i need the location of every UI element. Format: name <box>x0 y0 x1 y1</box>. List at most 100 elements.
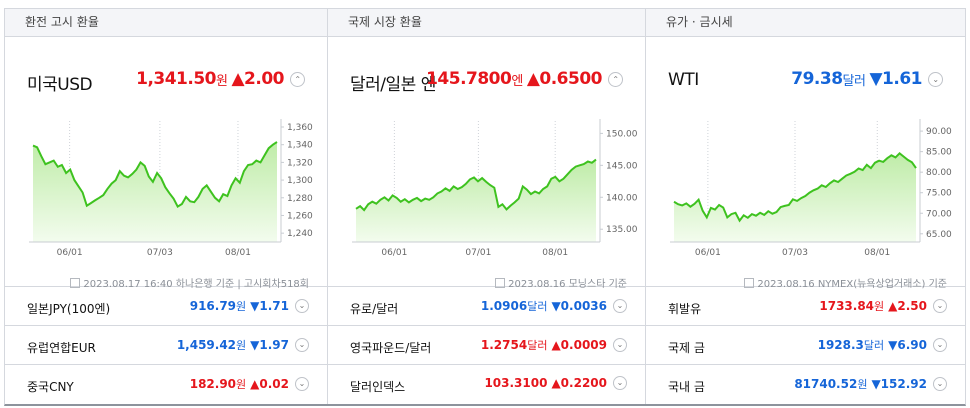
unit-text: 원 <box>874 300 885 313</box>
rate-value: 916.79 원 ▼1.71 ⌄ <box>190 298 309 314</box>
value-text: 81740.52 <box>794 377 858 391</box>
chevron-down-icon[interactable]: ⌄ <box>933 377 947 391</box>
unit-text: 원 <box>236 339 247 352</box>
value-text: 103.3100 <box>484 376 548 390</box>
list-item[interactable]: 중국CNY 182.90 원 ▲0.02 ⌄ <box>5 365 327 404</box>
change-text: ▲0.2200 <box>551 376 607 390</box>
change-text: ▼6.90 <box>888 338 927 352</box>
chevron-down-icon[interactable]: ⌄ <box>613 299 627 313</box>
column-header: 유가 · 금시세 <box>646 9 965 37</box>
chart-area <box>356 159 596 242</box>
quote-change: ▲2.00 <box>231 69 284 89</box>
x-tick-label: 06/01 <box>695 248 721 258</box>
main-quote-name[interactable]: 미국USD <box>27 75 93 95</box>
main-quote-value: 145.7800 엔 ▲0.6500 ⌃ <box>426 69 623 89</box>
quote-change: ▲0.6500 <box>526 69 603 89</box>
y-tick-label: 65.00 <box>926 230 952 240</box>
column-header: 환전 고시 환율 <box>5 9 327 37</box>
rate-name: 국제 금 <box>668 341 705 355</box>
y-tick-label: 75.00 <box>926 189 952 199</box>
unit-text: 달러 <box>527 339 548 352</box>
unit-text: 달러 <box>863 339 885 352</box>
chevron-down-icon[interactable]: ⌄ <box>295 338 309 352</box>
value-text: 1,459.42 <box>176 338 237 352</box>
wti-chart: 06/01 07/03 08/01 65.00 70.00 75.00 80.00 85.00… <box>646 117 966 267</box>
rate-value: 1928.3 달러 ▼6.90 ⌄ <box>818 337 947 353</box>
chevron-down-icon[interactable]: ⌄ <box>613 338 627 352</box>
chart-area <box>33 142 277 242</box>
list-item[interactable]: 국제 금 1928.3 달러 ▼6.90 ⌄ <box>646 326 965 365</box>
chevron-down-icon[interactable]: ⌄ <box>613 376 627 390</box>
x-tick-label: 07/03 <box>147 248 173 258</box>
quote-value: 1,341.50 <box>136 69 216 89</box>
value-text: 1.2754 <box>480 338 528 352</box>
chart-line <box>32 141 278 209</box>
source-info: 2023.08.16 모닝스타 기준 <box>495 275 627 290</box>
list-item[interactable]: 국내 금 81740.52 원 ▼152.92 ⌄ <box>646 365 965 404</box>
main-quote-panel: WTI 79.38 달러 ▼1.61 ⌄ 06/01 07/03 08/01 65.0… <box>646 37 966 290</box>
y-tick-label: 1,320 <box>287 158 313 168</box>
chevron-down-icon[interactable]: ⌄ <box>295 299 309 313</box>
y-tick-label: 1,240 <box>287 229 313 239</box>
chevron-down-icon[interactable]: ⌄ <box>933 299 947 313</box>
rate-name: 일본JPY(100엔) <box>27 302 111 316</box>
value-text: 916.79 <box>189 299 237 313</box>
chevron-up-icon[interactable]: ⌃ <box>608 71 623 87</box>
chevron-down-icon[interactable]: ⌄ <box>933 338 947 352</box>
rate-value: 81740.52 원 ▼152.92 ⌄ <box>794 376 947 392</box>
unit-text: 달러 <box>527 300 548 313</box>
y-tick-label: 1,340 <box>287 141 313 151</box>
chevron-up-icon[interactable]: ⌃ <box>290 71 305 87</box>
quote-value: 145.7800 <box>426 69 512 89</box>
change-text: ▼1.71 <box>250 299 289 313</box>
column-exchange-notice: 환전 고시 환율 미국USD 1,341.50 원 ▲2.00 ⌃ 06/01 0… <box>5 9 327 404</box>
main-quote-name[interactable]: WTI <box>668 70 699 90</box>
usd-chart: 06/01 07/03 08/01 1,240 1,260 1,280 1,300 1,320… <box>5 117 327 267</box>
change-text: ▼152.92 <box>871 377 927 391</box>
rate-value: 1.0906 달러 ▼0.0036 ⌄ <box>481 298 627 314</box>
list-item[interactable]: 일본JPY(100엔) 916.79 원 ▼1.71 ⌄ <box>5 287 327 326</box>
value-text: 182.90 <box>189 377 237 391</box>
list-item[interactable]: 휘발유 1733.84 원 ▲2.50 ⌄ <box>646 287 965 326</box>
document-icon <box>495 278 506 288</box>
change-text: ▲2.50 <box>888 299 927 313</box>
rate-name: 휘발유 <box>668 302 702 316</box>
rate-name: 유럽연합EUR <box>27 341 96 355</box>
y-tick-label: 140.00 <box>606 193 638 203</box>
x-tick-label: 08/01 <box>864 248 890 258</box>
list-item[interactable]: 영국파운드/달러 1.2754 달러 ▲0.0009 ⌄ <box>328 326 645 365</box>
y-tick-label: 90.00 <box>926 127 952 137</box>
change-text: ▲0.0009 <box>551 338 607 352</box>
source-text: 2023.08.16 모닝스타 기준 <box>508 279 627 290</box>
rate-name: 중국CNY <box>27 380 74 394</box>
chevron-down-icon[interactable]: ⌄ <box>295 377 309 391</box>
y-tick-label: 70.00 <box>926 209 952 219</box>
main-quote-name[interactable]: 달러/일본 엔 <box>350 75 436 95</box>
column-header: 국제 시장 환율 <box>328 9 645 37</box>
document-icon <box>744 278 755 288</box>
chevron-down-icon[interactable]: ⌄ <box>928 71 943 87</box>
x-tick-label: 08/01 <box>542 248 568 258</box>
main-quote-value: 1,341.50 원 ▲2.00 ⌃ <box>136 69 305 89</box>
main-quote-value: 79.38 달러 ▼1.61 ⌄ <box>791 69 943 89</box>
list-item[interactable]: 달러인덱스 103.3100 ▲0.2200 ⌄ <box>328 365 645 404</box>
y-tick-label: 1,360 <box>287 123 313 133</box>
rate-value: 1.2754 달러 ▲0.0009 ⌄ <box>481 337 627 353</box>
source-info: 2023.08.17 16:40 하나은행 기준 | 고시회차518회 <box>70 275 309 290</box>
list-item[interactable]: 유럽연합EUR 1,459.42 원 ▼1.97 ⌄ <box>5 326 327 365</box>
list-item[interactable]: 유로/달러 1.0906 달러 ▼0.0036 ⌄ <box>328 287 645 326</box>
value-text: 1733.84 <box>819 299 875 313</box>
column-oil-gold: 유가 · 금시세 WTI 79.38 달러 ▼1.61 ⌄ 06/01 07/03… <box>645 9 965 404</box>
exchange-rate-widget: 환전 고시 환율 미국USD 1,341.50 원 ▲2.00 ⌃ 06/01 0… <box>4 8 966 406</box>
rate-name: 달러인덱스 <box>350 380 406 394</box>
quote-value: 79.38 <box>791 69 843 89</box>
rate-name: 유로/달러 <box>350 302 399 316</box>
value-text: 1928.3 <box>817 338 864 352</box>
chart-area <box>674 153 916 242</box>
quote-change: ▼1.61 <box>869 69 922 89</box>
y-tick-label: 85.00 <box>926 148 952 158</box>
chart-line <box>673 151 917 223</box>
rate-value: 182.90 원 ▲0.02 ⌄ <box>190 376 309 392</box>
x-tick-label: 07/03 <box>782 248 808 258</box>
column-international-rates: 국제 시장 환율 달러/일본 엔 145.7800 엔 ▲0.6500 ⌃ 06… <box>327 9 645 404</box>
